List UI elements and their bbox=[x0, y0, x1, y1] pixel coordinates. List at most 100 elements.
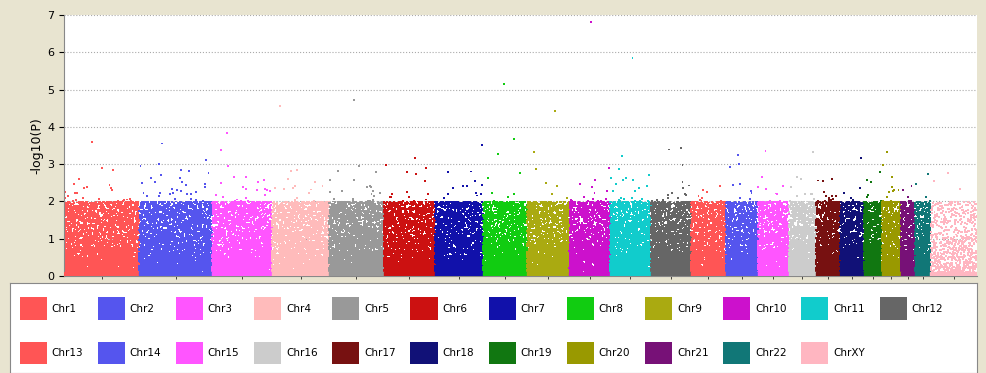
Point bbox=[567, 199, 583, 205]
Point bbox=[415, 256, 431, 261]
Point bbox=[708, 221, 724, 227]
Point bbox=[583, 219, 599, 225]
Point bbox=[878, 223, 893, 229]
Point bbox=[164, 260, 179, 266]
Point bbox=[777, 268, 793, 274]
Point bbox=[326, 241, 342, 247]
Point bbox=[391, 239, 407, 245]
Point bbox=[791, 225, 807, 231]
Point bbox=[389, 257, 405, 263]
Point bbox=[82, 218, 98, 224]
Point bbox=[782, 203, 798, 209]
Point bbox=[288, 248, 304, 254]
Point bbox=[643, 208, 659, 214]
Point bbox=[111, 209, 127, 215]
Point bbox=[782, 222, 798, 228]
Point bbox=[540, 252, 556, 258]
Point bbox=[234, 249, 249, 255]
Point bbox=[805, 264, 820, 270]
Point bbox=[598, 264, 613, 270]
Point bbox=[584, 223, 599, 229]
Point bbox=[59, 260, 75, 266]
Point bbox=[531, 212, 547, 218]
Point bbox=[495, 253, 511, 259]
Point bbox=[171, 216, 186, 222]
Point bbox=[422, 217, 438, 223]
Point bbox=[324, 264, 340, 270]
Point bbox=[863, 250, 879, 256]
Point bbox=[869, 257, 884, 263]
Point bbox=[308, 215, 323, 221]
Point bbox=[421, 209, 437, 214]
Point bbox=[135, 267, 151, 273]
Point bbox=[153, 251, 169, 257]
Point bbox=[629, 230, 645, 236]
Point bbox=[612, 202, 628, 208]
Point bbox=[453, 268, 468, 274]
Point bbox=[695, 249, 711, 255]
Point bbox=[869, 267, 884, 273]
Point bbox=[322, 253, 338, 259]
Point bbox=[538, 269, 554, 275]
Point bbox=[549, 268, 565, 274]
Point bbox=[238, 240, 253, 246]
Point bbox=[140, 216, 156, 222]
Point bbox=[104, 265, 119, 271]
Point bbox=[254, 200, 270, 206]
Point bbox=[723, 250, 739, 256]
Point bbox=[65, 248, 81, 254]
Point bbox=[336, 244, 352, 250]
Point bbox=[577, 216, 593, 222]
Point bbox=[313, 262, 328, 268]
Point bbox=[660, 256, 675, 261]
Point bbox=[899, 267, 915, 273]
Point bbox=[628, 228, 644, 234]
Point bbox=[96, 252, 111, 258]
Point bbox=[562, 220, 578, 226]
Point bbox=[428, 272, 444, 278]
Point bbox=[96, 243, 111, 249]
Point bbox=[364, 241, 380, 247]
Point bbox=[326, 232, 342, 238]
Point bbox=[494, 272, 510, 278]
Point bbox=[812, 264, 828, 270]
Point bbox=[72, 252, 88, 258]
Point bbox=[491, 232, 507, 238]
Point bbox=[848, 252, 864, 258]
Point bbox=[760, 251, 776, 257]
Point bbox=[190, 239, 206, 245]
Point bbox=[258, 248, 274, 254]
Point bbox=[574, 266, 590, 272]
Point bbox=[305, 233, 320, 239]
Point bbox=[721, 229, 737, 235]
Point bbox=[797, 201, 812, 207]
Point bbox=[826, 251, 842, 257]
Point bbox=[170, 226, 185, 232]
Point bbox=[87, 238, 103, 244]
Point bbox=[779, 264, 795, 270]
Point bbox=[129, 254, 145, 260]
Point bbox=[345, 234, 361, 240]
Point bbox=[599, 230, 614, 236]
Point bbox=[201, 201, 217, 207]
Point bbox=[710, 267, 726, 273]
Point bbox=[787, 267, 803, 273]
Point bbox=[542, 269, 558, 275]
Point bbox=[695, 268, 711, 274]
Point bbox=[835, 267, 851, 273]
Point bbox=[929, 201, 945, 207]
Point bbox=[204, 254, 220, 260]
Point bbox=[480, 246, 496, 252]
Point bbox=[826, 269, 842, 275]
Point bbox=[845, 245, 861, 251]
Point bbox=[418, 272, 434, 278]
Point bbox=[270, 256, 286, 262]
Point bbox=[813, 235, 829, 241]
Point bbox=[578, 239, 594, 245]
Point bbox=[750, 255, 766, 261]
Point bbox=[368, 258, 384, 264]
Point bbox=[319, 225, 335, 231]
Point bbox=[530, 218, 546, 224]
Point bbox=[283, 260, 299, 266]
Point bbox=[374, 257, 389, 263]
